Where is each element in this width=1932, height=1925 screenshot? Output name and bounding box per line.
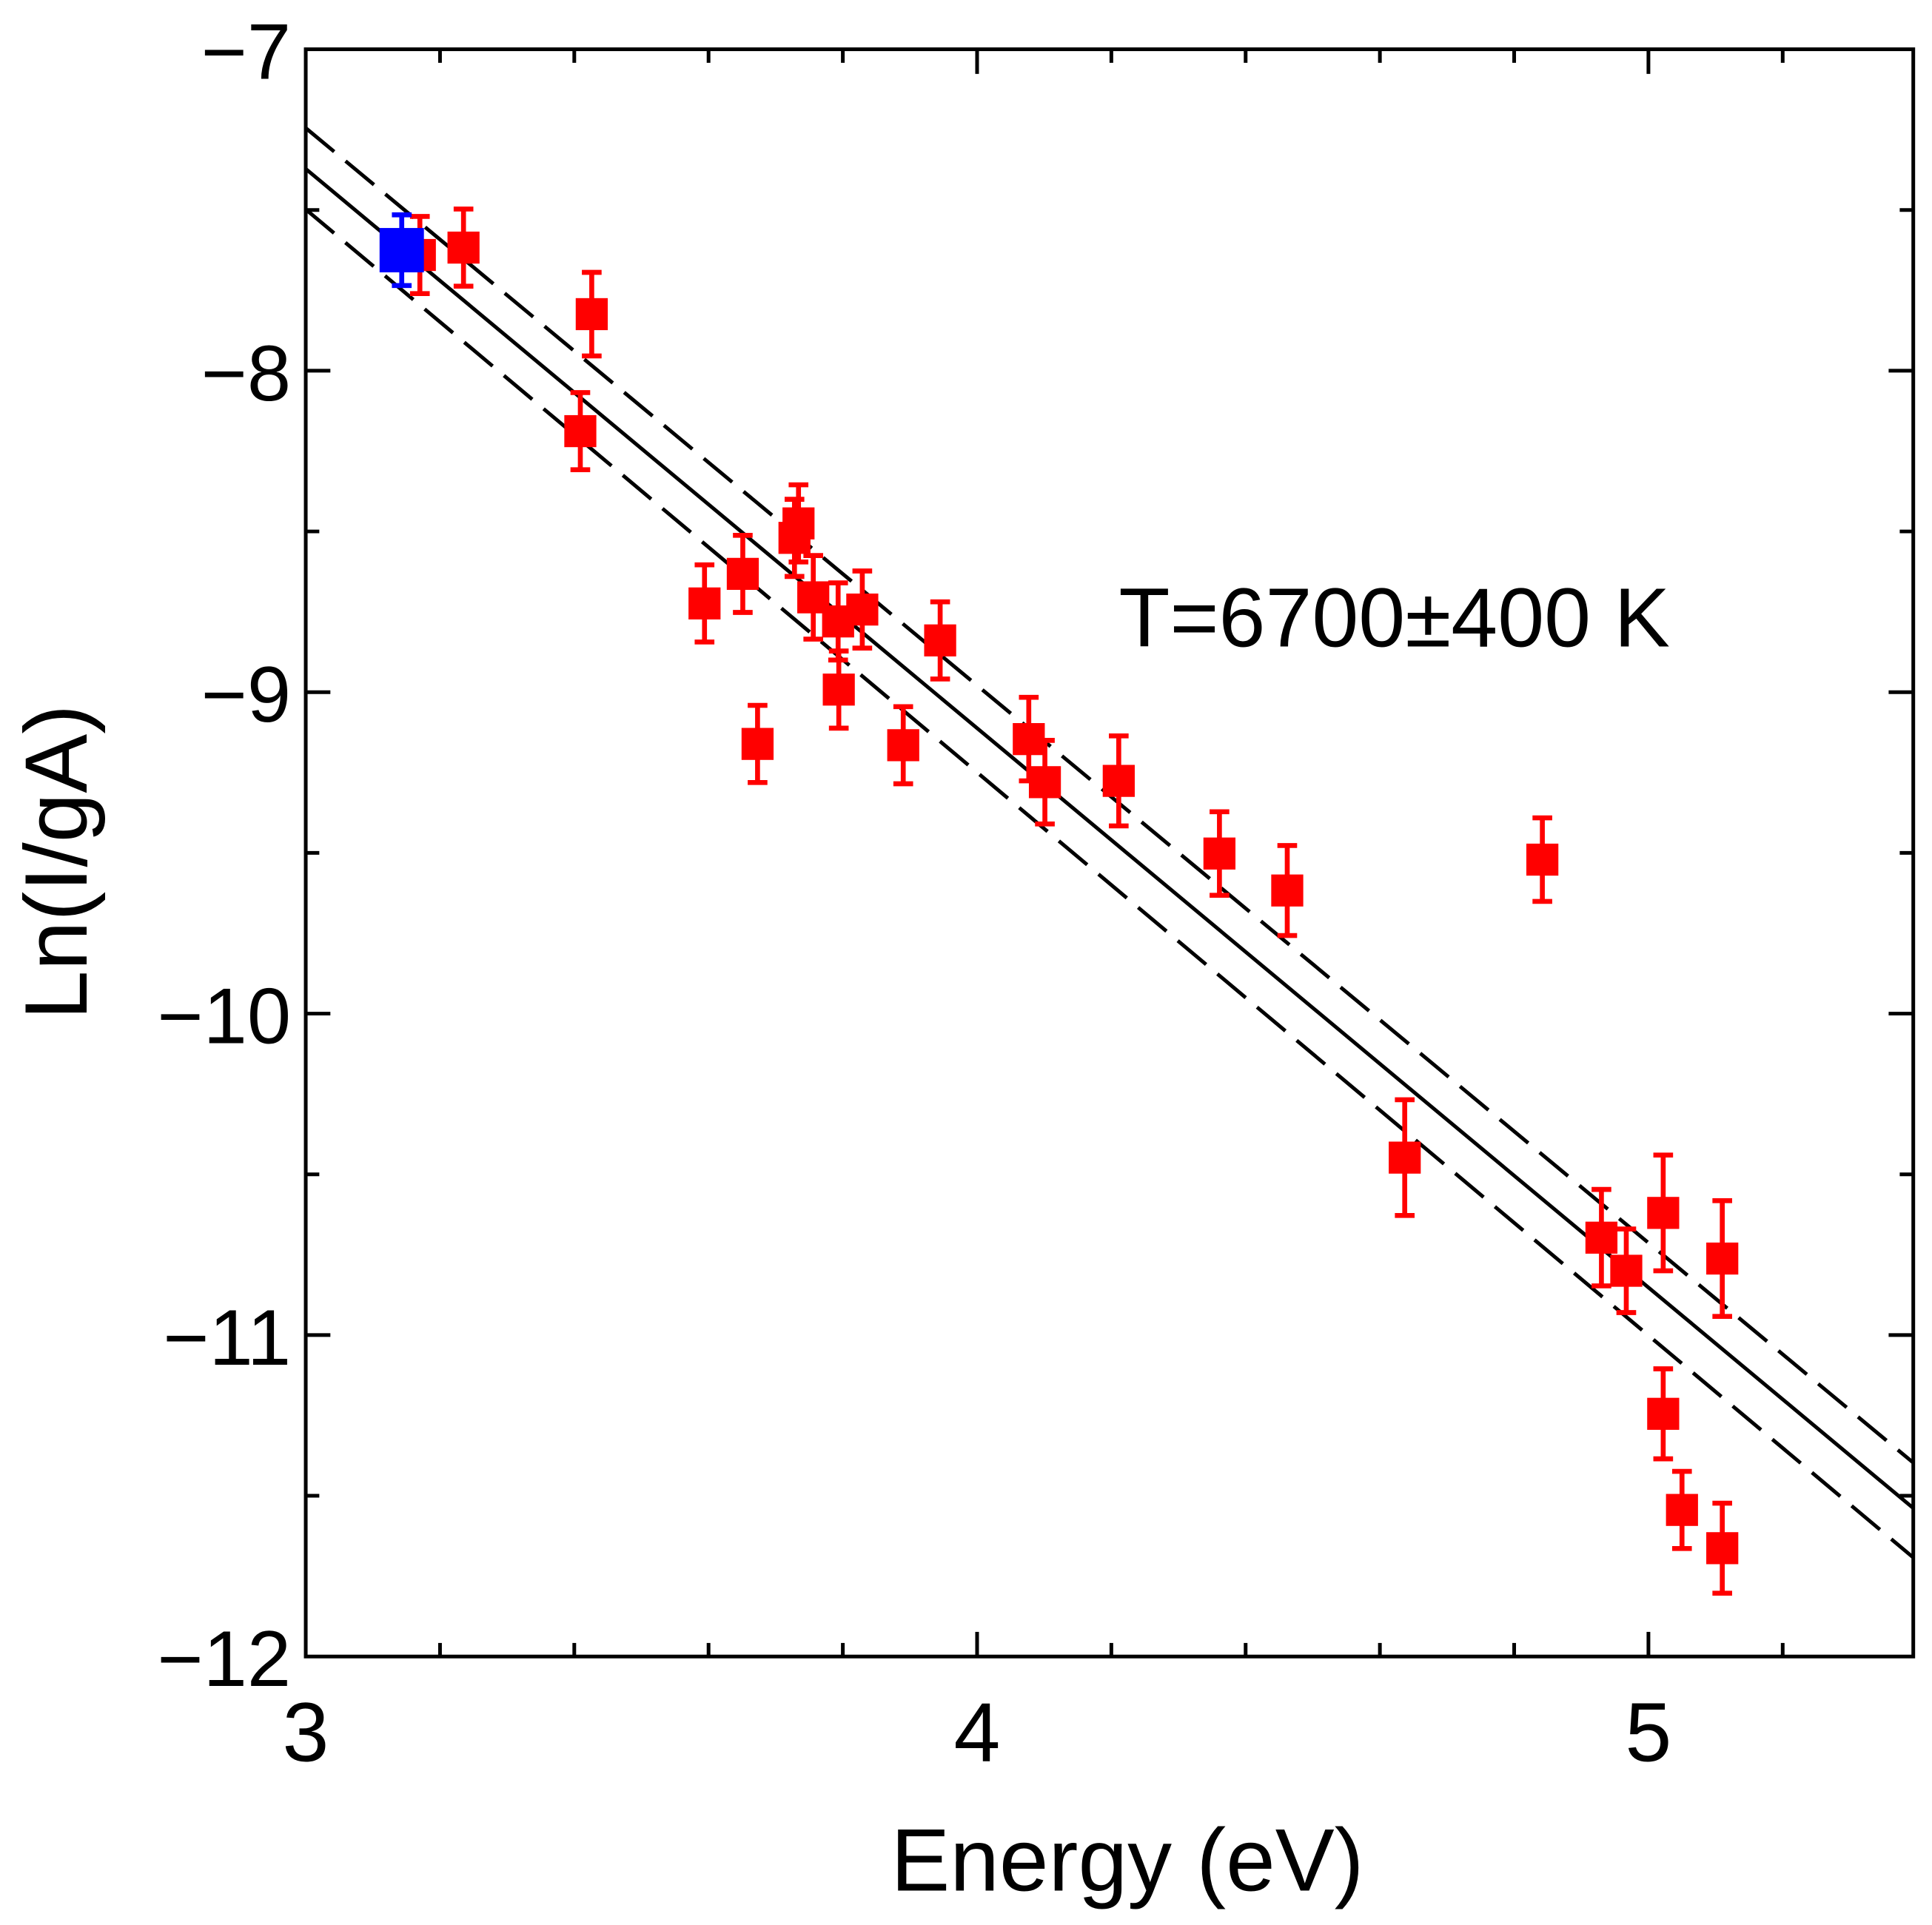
point-marker bbox=[447, 231, 480, 264]
point-marker bbox=[688, 587, 721, 619]
point-marker bbox=[1526, 843, 1559, 876]
y-tick-label: −7 bbox=[201, 8, 291, 96]
data-point bbox=[688, 562, 721, 645]
x-tick-label: 3 bbox=[283, 1686, 329, 1779]
data-point bbox=[797, 553, 830, 642]
lower-confidence-line bbox=[306, 207, 1913, 1559]
data-point bbox=[564, 390, 597, 472]
data-point bbox=[379, 212, 424, 289]
point-marker bbox=[1647, 1197, 1680, 1229]
data-point bbox=[1271, 843, 1304, 938]
data-point bbox=[1647, 1366, 1680, 1462]
y-tick-label: −10 bbox=[157, 972, 291, 1060]
point-marker bbox=[1706, 1242, 1739, 1275]
data-point bbox=[822, 648, 855, 731]
data-point bbox=[1102, 733, 1135, 829]
data-point bbox=[1706, 1198, 1739, 1320]
data-point bbox=[1028, 738, 1061, 827]
point-marker bbox=[379, 228, 424, 272]
y-tick-label: −11 bbox=[163, 1294, 291, 1382]
data-point bbox=[1203, 809, 1236, 898]
point-marker bbox=[1271, 874, 1304, 907]
data-point bbox=[1706, 1500, 1739, 1596]
point-marker bbox=[822, 673, 855, 706]
y-tick-label: −12 bbox=[157, 1615, 291, 1703]
point-marker bbox=[1102, 765, 1135, 797]
data-point bbox=[447, 206, 480, 289]
point-marker bbox=[846, 593, 879, 626]
point-marker bbox=[1389, 1141, 1421, 1174]
data-point bbox=[1647, 1152, 1680, 1274]
data-point bbox=[726, 532, 759, 615]
data-point bbox=[924, 599, 956, 682]
fit-line bbox=[306, 167, 1913, 1511]
data-point bbox=[1610, 1226, 1643, 1315]
point-marker bbox=[726, 557, 759, 591]
x-tick-label: 4 bbox=[954, 1686, 1001, 1779]
point-marker bbox=[924, 624, 956, 656]
x-tick-label: 5 bbox=[1625, 1686, 1671, 1779]
point-marker bbox=[575, 298, 608, 331]
data-point bbox=[778, 497, 811, 579]
point-marker bbox=[1028, 766, 1061, 799]
data-point bbox=[1526, 815, 1559, 904]
temperature-annotation: T=6700±400 K bbox=[1118, 571, 1670, 665]
data-point bbox=[1389, 1097, 1421, 1218]
point-marker bbox=[1647, 1397, 1680, 1430]
point-marker bbox=[564, 414, 597, 448]
point-marker bbox=[1666, 1494, 1698, 1526]
data-point bbox=[1666, 1468, 1698, 1551]
y-axis-label: Ln(I/gA) bbox=[7, 705, 106, 1020]
point-marker bbox=[1203, 837, 1236, 870]
point-marker bbox=[741, 728, 774, 760]
point-marker bbox=[778, 522, 811, 554]
data-point bbox=[846, 568, 879, 651]
data-point bbox=[575, 269, 608, 359]
point-marker bbox=[887, 729, 919, 762]
y-tick-label: −9 bbox=[201, 651, 291, 739]
point-marker bbox=[1585, 1221, 1618, 1254]
data-point bbox=[741, 702, 774, 785]
data-point bbox=[887, 704, 919, 787]
point-marker bbox=[1706, 1532, 1739, 1565]
y-tick-label: −8 bbox=[201, 329, 291, 417]
data-point bbox=[1585, 1186, 1618, 1289]
point-marker bbox=[1610, 1254, 1643, 1287]
x-axis-label: Energy (eV) bbox=[890, 1811, 1364, 1909]
